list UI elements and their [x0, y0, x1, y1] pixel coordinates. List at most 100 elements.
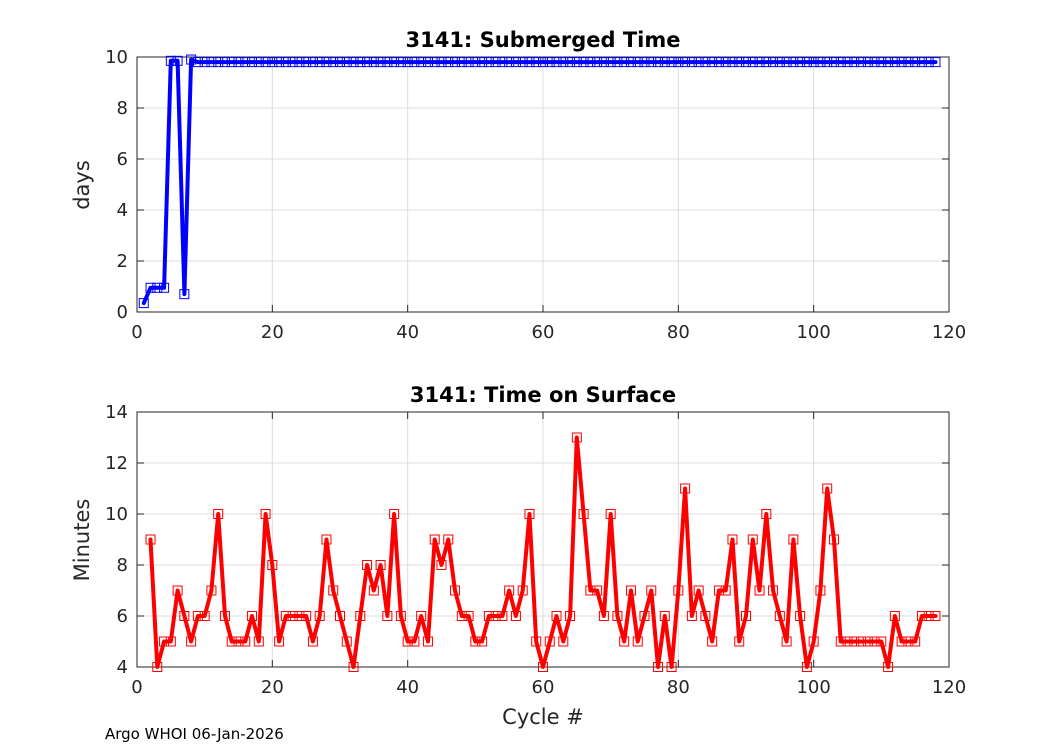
- data-point: [247, 611, 258, 621]
- data-point: [619, 636, 630, 647]
- data-point: [517, 585, 528, 596]
- data-point: [646, 585, 657, 596]
- data-point: [450, 585, 461, 596]
- data-point: [192, 57, 203, 68]
- data-point: [267, 57, 278, 68]
- data-point: [321, 534, 332, 545]
- data-point: [477, 57, 488, 68]
- data-point: [754, 585, 765, 596]
- x-tick-label: 80: [667, 322, 690, 343]
- data-point: [213, 57, 224, 68]
- data-point: [287, 611, 298, 621]
- data-point: [328, 585, 339, 596]
- data-point: [240, 57, 251, 68]
- data-point: [835, 57, 846, 68]
- data-point: [903, 636, 914, 647]
- data-point: [788, 57, 799, 68]
- data-point: [747, 57, 758, 68]
- data-point: [226, 57, 237, 68]
- data-point: [558, 636, 569, 647]
- data-point: [876, 57, 887, 68]
- data-point: [680, 57, 691, 68]
- submerged-time-panel: 3141: Submerged Time days 0 20 40 60 80 100 12…: [70, 28, 966, 343]
- data-point: [788, 534, 799, 545]
- data-point: [625, 57, 636, 68]
- data-point: [666, 57, 677, 68]
- data-point: [368, 57, 379, 68]
- y-tick-label: 12: [105, 453, 128, 474]
- data-point: [828, 534, 839, 545]
- data-point: [869, 57, 880, 68]
- data-point: [233, 636, 244, 647]
- data-point: [896, 636, 907, 647]
- data-point: [240, 636, 251, 647]
- data-point: [362, 57, 373, 68]
- data-point: [382, 57, 393, 68]
- data-point: [707, 636, 718, 647]
- data-point: [856, 57, 867, 68]
- y-tick-label: 8: [117, 555, 128, 576]
- data-point: [808, 636, 819, 647]
- data-point: [389, 509, 400, 519]
- data-point: [551, 57, 562, 68]
- data-point: [666, 662, 677, 672]
- data-point: [768, 57, 779, 68]
- data-point: [713, 585, 724, 596]
- data-point: [274, 57, 285, 68]
- data-point: [862, 57, 873, 68]
- data-point: [402, 57, 413, 68]
- data-point: [443, 57, 454, 68]
- y-tick-label: 6: [117, 606, 128, 627]
- data-point: [842, 57, 853, 68]
- data-point: [801, 57, 812, 68]
- data-point: [416, 57, 427, 68]
- data-point: [341, 636, 352, 647]
- data-point: [761, 57, 772, 68]
- data-point: [849, 636, 860, 647]
- data-point: [504, 57, 515, 68]
- data-point: [551, 611, 562, 621]
- data-point: [896, 57, 907, 68]
- x-tick-label: 0: [131, 677, 142, 698]
- data-point: [578, 509, 589, 519]
- data-point: [727, 534, 738, 545]
- data-point: [538, 57, 548, 68]
- data-point: [348, 57, 359, 68]
- y-tick-label: 0: [117, 302, 128, 323]
- data-point: [314, 57, 325, 68]
- data-point: [219, 611, 230, 621]
- data-point: [632, 636, 643, 647]
- data-point: [395, 611, 406, 621]
- x-tick-label: 80: [667, 677, 690, 698]
- series-line: [148, 435, 938, 669]
- x-tick-label: 40: [396, 322, 419, 343]
- y-tick-label: 14: [105, 402, 128, 423]
- data-point: [524, 509, 535, 519]
- data-point: [389, 57, 400, 68]
- data-point: [402, 636, 413, 647]
- data-point: [510, 57, 521, 68]
- data-point: [822, 57, 833, 68]
- data-point: [531, 636, 542, 647]
- data-point: [923, 57, 934, 68]
- data-point: [585, 57, 596, 68]
- data-point: [700, 57, 711, 68]
- data-point: [260, 57, 271, 68]
- data-point: [145, 282, 156, 293]
- y-tick-label: 8: [117, 98, 128, 119]
- data-point: [206, 585, 217, 596]
- data-point: [910, 636, 921, 647]
- data-point: [260, 509, 271, 519]
- data-point: [605, 509, 616, 519]
- data-point: [903, 57, 914, 68]
- data-point: [659, 611, 670, 621]
- y-axis-label: days: [70, 160, 94, 210]
- data-point: [781, 636, 792, 647]
- y-tick-label: 2: [117, 251, 128, 272]
- data-point: [612, 57, 623, 68]
- data-point: [362, 560, 373, 570]
- data-point: [653, 57, 664, 68]
- data-point: [199, 57, 210, 68]
- data-point: [889, 57, 900, 68]
- data-point: [761, 509, 772, 519]
